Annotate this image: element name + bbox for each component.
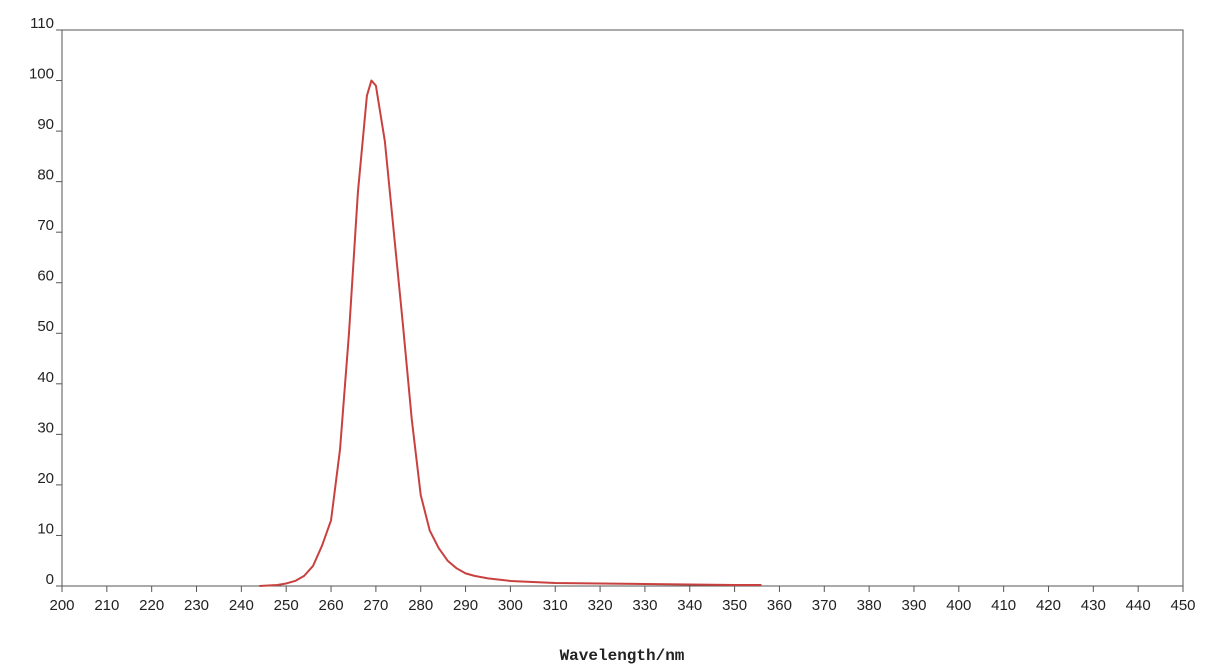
x-tick-label: 410	[991, 597, 1016, 614]
y-tick-label: 60	[37, 268, 54, 285]
x-tick-label: 280	[408, 597, 433, 614]
x-tick-label: 430	[1081, 597, 1106, 614]
y-tick-label: 80	[37, 167, 54, 184]
x-tick-label: 340	[677, 597, 702, 614]
x-tick-label: 440	[1126, 597, 1151, 614]
x-tick-label: 310	[543, 597, 568, 614]
x-tick-label: 390	[901, 597, 926, 614]
plot-frame	[61, 29, 1184, 587]
x-tick-label: 300	[498, 597, 523, 614]
y-tick-label: 100	[29, 66, 54, 83]
y-tick-label: 10	[37, 520, 54, 537]
x-axis-label: Wavelength/nm	[560, 647, 685, 665]
x-tick-label: 370	[812, 597, 837, 614]
x-tick-label: 220	[139, 597, 164, 614]
y-tick-label: 110	[30, 15, 54, 32]
x-tick-label: 350	[722, 597, 747, 614]
y-tick-label: 0	[46, 571, 54, 588]
x-tick-label: 330	[632, 597, 657, 614]
x-tick-label: 400	[946, 597, 971, 614]
x-tick-label: 450	[1170, 597, 1195, 614]
y-tick-label: 20	[37, 470, 54, 487]
x-tick-label: 240	[229, 597, 254, 614]
x-tick-label: 360	[767, 597, 792, 614]
x-tick-label: 260	[319, 597, 344, 614]
y-tick-label: 40	[37, 369, 54, 386]
x-tick-label: 250	[274, 597, 299, 614]
x-tick-label: 290	[453, 597, 478, 614]
y-tick-label: 90	[37, 116, 54, 133]
x-tick-label: 210	[94, 597, 119, 614]
y-tick-label: 50	[37, 318, 54, 335]
y-tick-label: 30	[37, 419, 54, 436]
x-tick-label: 230	[184, 597, 209, 614]
x-tick-label: 420	[1036, 597, 1061, 614]
x-tick-label: 380	[857, 597, 882, 614]
y-tick-label: 70	[37, 217, 54, 234]
x-tick-label: 270	[363, 597, 388, 614]
data-line	[259, 79, 762, 587]
x-tick-label: 200	[49, 597, 74, 614]
x-tick-label: 320	[588, 597, 613, 614]
